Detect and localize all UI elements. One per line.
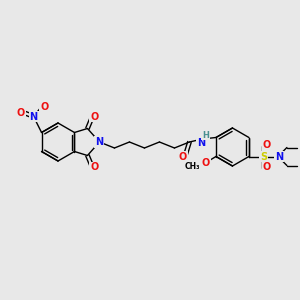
Text: N: N <box>29 112 38 122</box>
Text: N: N <box>275 152 283 161</box>
Text: N: N <box>95 137 104 147</box>
Text: O: O <box>202 158 210 167</box>
Text: O: O <box>263 163 271 172</box>
Text: O: O <box>263 140 271 151</box>
Text: H: H <box>202 130 209 140</box>
Text: CH₃: CH₃ <box>184 162 200 171</box>
Text: N: N <box>197 138 206 148</box>
Text: S: S <box>260 152 268 161</box>
Text: O: O <box>178 152 187 162</box>
Text: O: O <box>90 163 99 172</box>
Text: O: O <box>16 107 25 118</box>
Text: O: O <box>90 112 99 122</box>
Text: O: O <box>40 101 49 112</box>
